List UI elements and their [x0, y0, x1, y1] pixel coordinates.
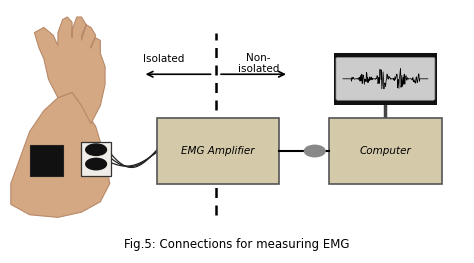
Text: EMG Amplifier: EMG Amplifier — [182, 146, 255, 156]
Circle shape — [86, 144, 107, 155]
Polygon shape — [35, 17, 105, 124]
FancyBboxPatch shape — [334, 53, 438, 105]
Text: Non-
isolated: Non- isolated — [237, 53, 279, 74]
Circle shape — [304, 145, 325, 157]
FancyBboxPatch shape — [329, 119, 442, 184]
FancyBboxPatch shape — [82, 142, 111, 176]
Text: Fig.5: Connections for measuring EMG: Fig.5: Connections for measuring EMG — [124, 238, 350, 251]
Text: Isolated: Isolated — [143, 54, 185, 64]
Circle shape — [86, 158, 107, 170]
FancyBboxPatch shape — [336, 57, 435, 100]
FancyBboxPatch shape — [157, 119, 279, 184]
FancyBboxPatch shape — [30, 144, 63, 176]
Text: Computer: Computer — [360, 146, 411, 156]
Polygon shape — [11, 93, 110, 218]
